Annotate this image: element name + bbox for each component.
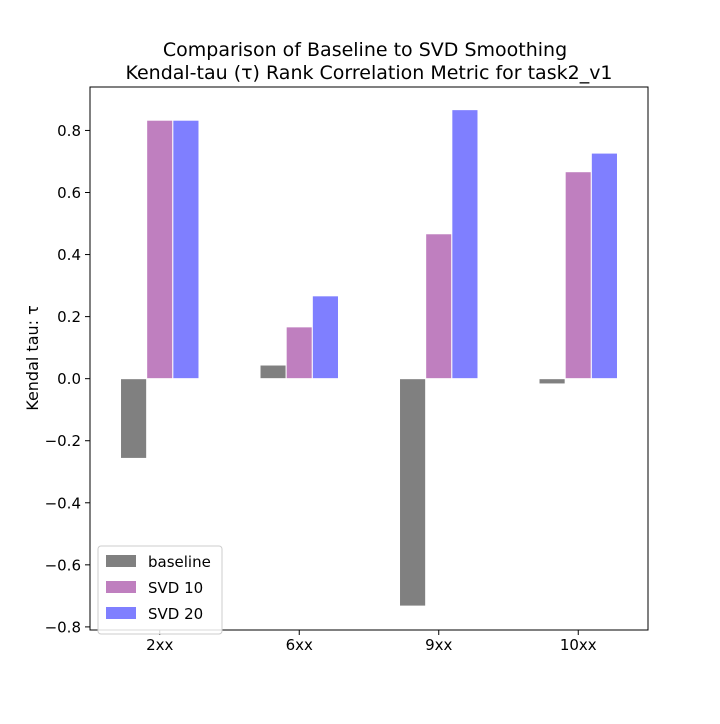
bar-svd-20-6xx [311,295,339,380]
x-tick-label: 9xx [425,636,452,654]
y-tick-label: 0.8 [57,122,81,140]
x-tick-label: 6xx [286,636,313,654]
chart-title-line-2: Kendal-tau (τ) Rank Correlation Metric f… [125,62,612,84]
y-tick-label: 0.2 [57,308,81,326]
legend-label: SVD 10 [148,579,203,597]
legend-label: SVD 20 [148,605,203,623]
legend-swatch [106,607,136,619]
legend-swatch [106,555,136,567]
bar-svd-10-6xx [285,326,313,380]
bar-baseline-6xx [259,364,287,380]
y-tick-label: 0.0 [57,370,81,388]
bar-svd-20-2xx [172,119,200,380]
y-axis-label: Kendal tau: τ [23,305,42,411]
chart-title-line-1: Comparison of Baseline to SVD Smoothing [163,39,567,61]
y-tick-label: 0.4 [57,246,81,264]
bar-svd-10-9xx [425,233,453,380]
y-tick-label: −0.2 [45,432,81,450]
plot-frame [89,86,649,631]
bars-layer [120,109,618,607]
y-tick-label: 0.6 [57,184,81,202]
x-tick-label: 2xx [146,636,173,654]
legend-label: baseline [148,553,211,571]
bar-baseline-9xx [399,378,427,607]
y-tick-label: −0.4 [45,494,81,512]
legend: baseline SVD 10 SVD 20 [97,545,223,635]
bar-svd-20-9xx [451,109,479,380]
bar-baseline-10xx [538,378,566,385]
bar-baseline-2xx [120,378,148,459]
bar-svd-20-10xx [590,152,618,380]
y-tick-label: −0.6 [45,556,81,574]
bar-svd-10-2xx [146,119,174,380]
y-tick-label: −0.8 [45,618,81,636]
axes: −0.8 −0.6 −0.4 −0.2 0.0 0.2 0.4 0.6 0.8 2xx 6xx 9xx… [45,86,649,654]
x-tick-label: 10xx [560,636,597,654]
legend-swatch [106,581,136,593]
bar-svd-10-10xx [564,171,592,380]
